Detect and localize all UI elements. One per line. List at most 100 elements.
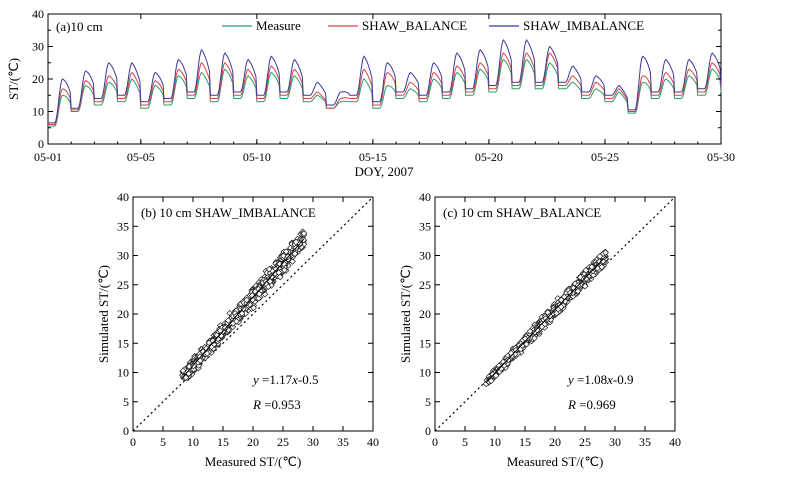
scatter-b-body: 00 5 5 10 10 15 15 20 20 25 25 30 30 35 35 40 40 (117, 190, 379, 449)
x-tick-label: 5 (160, 435, 166, 449)
scatter-point (533, 326, 541, 334)
y-tick-label: 10 (117, 366, 129, 380)
x-tick-label: 05-10 (243, 150, 271, 164)
scatter-point (182, 374, 190, 381)
timeseries-y-axis-label: ST/(℃) (6, 58, 21, 100)
y-tick-label: 10 (32, 105, 44, 119)
x-tick-label: 05-01 (34, 150, 62, 164)
x-tick-label: 0 (130, 435, 136, 449)
scatter-point (196, 353, 204, 360)
x-tick-label: 10 (489, 435, 501, 449)
y-tick-label: 40 (32, 7, 44, 21)
scatter-point (249, 296, 256, 304)
series-line-shaw_imbalance (48, 39, 722, 124)
scatter-point (598, 263, 606, 271)
scatter-point (255, 294, 262, 302)
y-tick-label: 25 (419, 278, 431, 292)
scatter-b-panel-label: (b) 10 cm SHAW_IMBALANCE (141, 205, 316, 220)
legend-label-shaw_balance: SHAW_BALANCE (362, 18, 467, 33)
timeseries-plot-frame (47, 13, 722, 145)
scatter-point (214, 335, 222, 343)
scatter-point (300, 230, 308, 237)
fit-line (485, 255, 607, 383)
scatter-point (282, 248, 290, 255)
y-tick-label: 15 (117, 336, 129, 350)
scatter-point (289, 258, 296, 265)
scatter-point (209, 337, 217, 345)
scatter-point (599, 257, 607, 265)
scatter-point (512, 346, 520, 354)
scatter-point (264, 283, 272, 291)
y-tick-label: 5 (425, 395, 431, 409)
scatter-c-equation: y =1.08x-0.9 (566, 372, 634, 387)
x-tick-label: 05-25 (591, 150, 619, 164)
timeseries-lines (48, 39, 722, 127)
y-tick-label: 35 (419, 219, 431, 233)
scatter-point (566, 289, 574, 297)
x-tick-label: 05-05 (127, 150, 155, 164)
scatter-point (582, 266, 590, 274)
scatter-c-panel-label: (c) 10 cm SHAW_BALANCE (443, 205, 601, 220)
y-tick-label: 15 (419, 336, 431, 350)
y-tick-label: 40 (117, 190, 129, 204)
x-tick-label: 35 (639, 435, 651, 449)
scatter-point (243, 296, 251, 304)
one-to-one-line (132, 196, 374, 432)
scatter-point (596, 252, 604, 260)
scatter-point (238, 310, 246, 317)
scatter-point (291, 250, 299, 258)
series-line-measure (48, 58, 722, 127)
y-tick-label: 35 (117, 219, 129, 233)
x-tick-label: 05-15 (359, 150, 387, 164)
scatter-c-x-axis-label: Measured ST/(℃) (507, 454, 604, 469)
scatter-point (275, 269, 283, 276)
x-tick-label: 10 (187, 435, 199, 449)
x-tick-label: 25 (277, 435, 289, 449)
scatter-point (574, 287, 582, 295)
scatter-point (190, 362, 197, 370)
scatter-c-y-axis-label: Simulated ST/(℃) (398, 265, 413, 363)
timeseries-panel: 0 10 20 30 40 05-01 05-05 05-10 05-15 05-20 05-25 0… (6, 7, 735, 179)
x-tick-label: 35 (337, 435, 349, 449)
scatter-point (266, 278, 274, 285)
y-tick-label: 0 (123, 424, 129, 438)
timeseries-axes: 0 10 20 30 40 05-01 05-05 05-10 05-15 05-20 05-25 0… (32, 7, 735, 164)
scatter-b-r-value: R =0.953 (252, 397, 301, 412)
scatter-point (588, 263, 596, 271)
y-tick-label: 30 (117, 249, 129, 263)
scatter-point (255, 285, 262, 293)
timeseries-x-axis-label: DOY, 2007 (355, 164, 414, 179)
scatter-panel-balance: 00 5 5 10 10 15 15 20 20 25 25 30 30 35 35 40 40 (c) 10 … (398, 190, 681, 469)
x-tick-label: 25 (579, 435, 591, 449)
y-tick-label: 30 (419, 249, 431, 263)
y-tick-label: 10 (419, 366, 431, 380)
scatter-point (268, 273, 276, 281)
scatter-point (255, 290, 263, 298)
x-tick-label: 20 (549, 435, 561, 449)
timeseries-legend: Measure SHAW_BALANCE SHAW_IMBALANCE (222, 18, 644, 33)
scatter-point (526, 327, 534, 335)
y-tick-label: 20 (117, 307, 129, 321)
y-tick-label: 20 (32, 72, 44, 86)
scatter-point (250, 304, 257, 312)
x-tick-label: 05-20 (475, 150, 503, 164)
x-tick-label: 15 (519, 435, 531, 449)
scatter-point (582, 275, 590, 283)
y-tick-label: 20 (419, 307, 431, 321)
scatter-point (590, 271, 597, 279)
legend-label-shaw_imbalance: SHAW_IMBALANCE (523, 18, 644, 33)
x-tick-label: 0 (432, 435, 438, 449)
scatter-panel-imbalance: 00 5 5 10 10 15 15 20 20 25 25 30 30 35 35 40 40 (b) 10 … (96, 190, 379, 469)
x-tick-label: 40 (669, 435, 681, 449)
scatter-point (265, 265, 273, 273)
scatter-point (203, 350, 211, 357)
scatter-b-x-axis-label: Measured ST/(℃) (205, 454, 302, 469)
scatter-point (531, 334, 538, 342)
x-tick-label: 15 (217, 435, 229, 449)
scatter-point (216, 327, 224, 334)
y-tick-label: 25 (117, 278, 129, 292)
timeseries-panel-label: (a)10 cm (56, 19, 103, 34)
y-tick-label: 0 (425, 424, 431, 438)
scatter-point (224, 317, 232, 324)
